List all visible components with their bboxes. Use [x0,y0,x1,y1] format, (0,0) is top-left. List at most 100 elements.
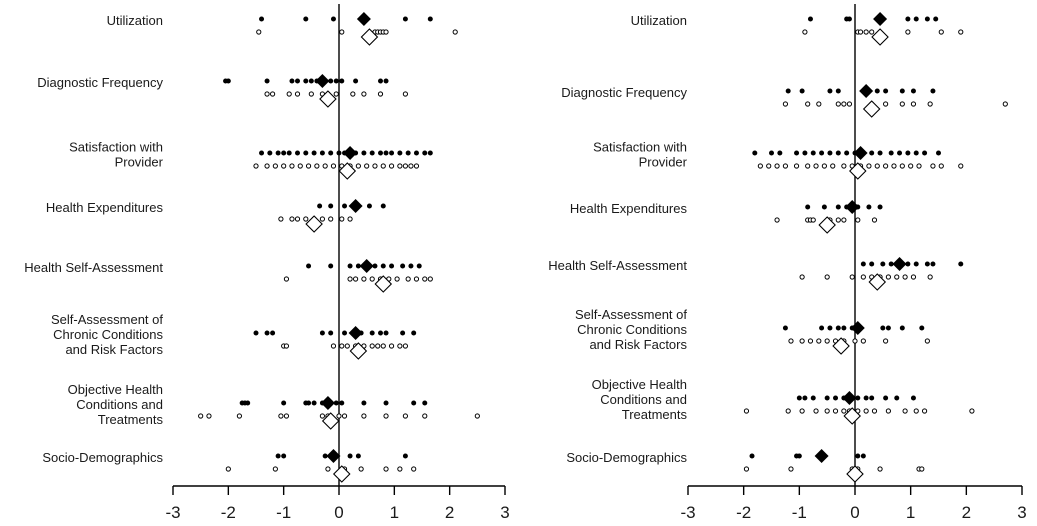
open-point [938,29,944,35]
open-point [860,338,866,344]
filled-point [860,261,866,267]
open-point [355,163,361,169]
open-point [225,466,231,472]
open-point [408,163,414,169]
x-tick-label: -1 [792,503,807,522]
open-point [339,29,345,35]
row-label-line: Provider [115,155,164,170]
open-point [805,101,811,107]
x-tick-label: 0 [334,503,343,522]
open-point [286,91,292,97]
open-point [799,408,805,414]
filled-point [383,330,389,336]
open-point [810,217,816,223]
open-point [278,413,284,419]
filled-point [264,330,270,336]
open-point [350,91,356,97]
row-label-line: Health Expenditures [570,201,688,216]
filled-point [922,150,928,156]
filled-mean-diamond [859,84,874,98]
filled-point [827,150,833,156]
open-point [921,408,928,414]
filled-point [333,400,339,406]
row-label: Socio-Demographics [42,450,163,465]
open-point [383,413,389,419]
open-point [452,29,458,35]
filled-point [361,150,367,156]
filled-point [303,150,309,156]
open-mean-diamond [849,162,867,180]
filled-point [427,16,433,22]
open-point [782,101,789,107]
open-point [927,101,933,107]
filled-point [400,330,406,336]
open-point [874,163,880,169]
filled-point [910,395,916,401]
open-point [328,216,334,222]
filled-point [833,395,839,401]
open-point [910,101,917,107]
filled-point [905,16,911,22]
filled-point [303,78,309,84]
open-point [322,163,328,169]
filled-mean-diamond [326,449,341,463]
open-point [283,413,290,419]
x-tick-label: 0 [850,503,859,522]
filled-point [930,88,936,94]
open-point [807,338,814,344]
x-tick-label: 1 [390,503,399,522]
filled-point [866,204,872,210]
open-point [813,163,819,169]
filled-point [405,150,411,156]
row-label-line: Provider [639,155,688,170]
filled-mean-diamond [842,391,857,405]
filled-point [306,263,312,269]
open-mean-diamond [349,342,368,360]
filled-point [330,16,336,22]
open-point [832,408,839,414]
open-point [857,29,864,35]
filled-point [328,203,334,209]
filled-point [905,261,911,267]
filled-point [389,263,395,269]
filled-point [885,325,891,331]
open-point [347,216,353,222]
x-tick-label: 3 [1017,503,1026,522]
row-label: Diagnostic Frequency [561,85,687,100]
open-point [869,29,875,35]
open-point [361,276,367,282]
filled-point [796,395,802,401]
open-point [341,413,348,419]
row-label-line: Socio-Demographics [42,450,163,465]
open-point [866,163,872,169]
open-point [793,163,800,169]
open-point [206,413,212,419]
filled-point [347,263,353,269]
open-mean-diamond [843,407,861,425]
open-point [841,101,847,107]
row-label-line: Utilization [107,13,163,28]
row-label-line: Health Self-Assessment [548,258,687,273]
filled-point [924,261,930,267]
filled-mean-diamond [348,199,363,213]
open-point [799,338,805,344]
open-mean-diamond [332,465,351,483]
open-point [930,163,936,169]
filled-point [807,16,813,22]
open-point [841,217,847,223]
open-point [253,163,259,169]
open-point [782,163,789,169]
open-point [397,466,403,472]
filled-point [311,150,317,156]
open-mean-diamond [868,273,887,291]
open-point [824,274,830,280]
open-point [899,101,905,107]
open-point [353,276,359,282]
open-point [788,338,794,344]
filled-point [366,203,372,209]
open-point [774,163,780,169]
row-label: Health Self-Assessment [24,260,163,275]
open-mean-diamond [321,412,340,430]
filled-point [905,150,911,156]
filled-point [306,400,312,406]
